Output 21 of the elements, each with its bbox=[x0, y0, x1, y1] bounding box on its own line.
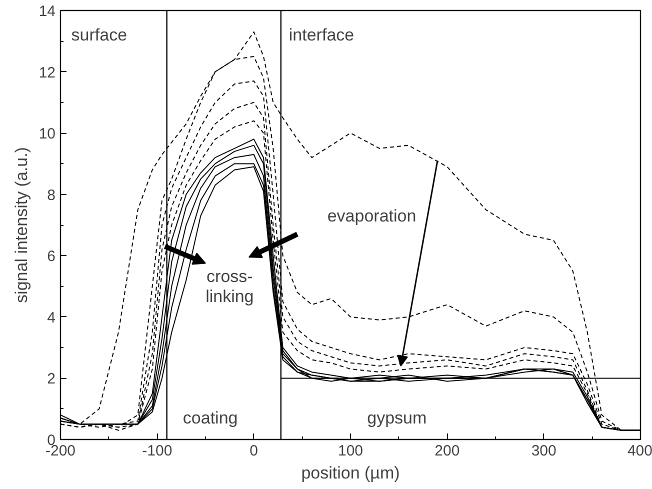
x-axis-title: position (µm) bbox=[301, 464, 400, 482]
x-tick-label: 100 bbox=[338, 442, 364, 460]
y-tick-label: 10 bbox=[38, 126, 56, 143]
x-tick-label: 200 bbox=[434, 442, 460, 460]
y-tick-label: 2 bbox=[47, 370, 56, 388]
annotation: cross- linking bbox=[206, 266, 254, 306]
x-tick-label: 400 bbox=[627, 442, 652, 460]
annotation: coating bbox=[182, 408, 238, 428]
annotation: interface bbox=[288, 26, 354, 45]
y-tick-label: 4 bbox=[47, 309, 56, 326]
annotation: evaporation bbox=[327, 206, 416, 226]
y-tick-label: 8 bbox=[47, 186, 56, 204]
annotation: gypsum bbox=[367, 408, 427, 428]
y-axis-title: signal intensity (a.u.) bbox=[12, 147, 31, 303]
annotation: surface bbox=[71, 26, 128, 45]
y-tick-label: 14 bbox=[38, 3, 56, 20]
y-tick-label: 6 bbox=[47, 248, 56, 266]
y-tick-label: 12 bbox=[38, 64, 56, 82]
x-tick-label: 300 bbox=[531, 442, 556, 460]
x-tick-label: 0 bbox=[250, 442, 258, 460]
x-tick-label: -100 bbox=[142, 442, 172, 460]
